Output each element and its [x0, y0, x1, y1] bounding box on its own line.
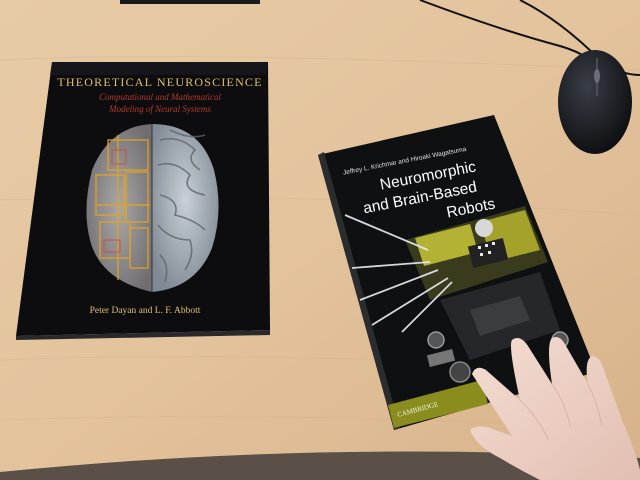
- computer-mouse: [558, 50, 632, 154]
- book-left-title: THEORETICAL NEUROSCIENCE: [57, 75, 262, 89]
- publisher-band: [388, 380, 488, 428]
- book-theoretical-neuroscience: THEORETICAL NEUROSCIENCE Computational a…: [16, 62, 270, 340]
- book-left-subtitle-line1: Computational and Mathematical: [99, 92, 221, 102]
- brain-illustration: [86, 124, 219, 292]
- hand: [470, 337, 640, 480]
- mouse-cable: [419, 0, 591, 61]
- floor-shadow: [0, 451, 640, 480]
- monitor-stand: [120, 0, 260, 4]
- book-left-authors: Peter Dayan and L. F. Abbott: [90, 306, 201, 316]
- book-left-subtitle-line2: Modeling of Neural Systems: [108, 104, 211, 114]
